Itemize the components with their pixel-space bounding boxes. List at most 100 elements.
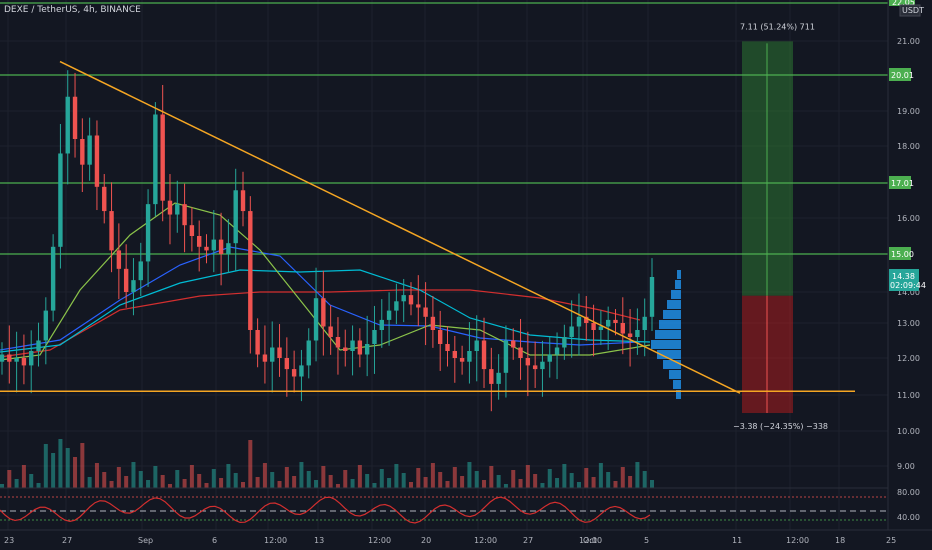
candle-body	[591, 323, 596, 330]
candle-body	[416, 304, 421, 308]
profile-bar	[657, 350, 681, 359]
volume-bar	[124, 476, 129, 488]
candle-body	[299, 365, 304, 377]
rsi-line	[0, 496, 651, 524]
candle-body	[233, 190, 238, 244]
candle-body	[408, 295, 414, 305]
time-tick-label: 12:00	[474, 536, 497, 545]
candle-body	[386, 310, 392, 320]
volume-bar	[350, 479, 355, 488]
profile-bar	[663, 310, 681, 319]
currency-button-label: USDT	[902, 6, 924, 15]
top-badge	[889, 0, 915, 6]
volume-bar	[153, 466, 158, 488]
candle-body	[438, 330, 443, 344]
volume-bar	[511, 470, 516, 488]
candle-body	[649, 277, 655, 317]
volume-bar	[576, 482, 581, 488]
candle-body	[635, 330, 640, 337]
candle-body	[58, 153, 63, 247]
volume-bar	[408, 482, 413, 488]
trendline[interactable]	[0, 60, 855, 394]
time-tick-label: 12:00	[786, 536, 809, 545]
volume-bar	[474, 471, 479, 488]
descending-trendline	[59, 60, 741, 394]
volume-bar	[94, 463, 99, 488]
candle-body	[277, 347, 282, 358]
candle-body	[518, 347, 523, 358]
candle-body	[21, 358, 27, 366]
price-tick-label: 11.00	[897, 391, 920, 400]
volume-bar	[146, 480, 151, 488]
volume-bar	[73, 457, 78, 488]
profile-bar	[655, 330, 681, 339]
price-tick-label: 18.00	[897, 142, 920, 151]
volume-bar	[394, 464, 399, 488]
profile-bar	[675, 280, 681, 289]
profile-bar	[651, 340, 681, 349]
candle-body	[598, 326, 604, 330]
candle-body	[474, 340, 479, 351]
candle-body	[14, 358, 19, 362]
volume-bar	[584, 468, 589, 488]
time-tick-label: 13	[314, 536, 324, 545]
candle-body	[255, 330, 260, 355]
volume-bar	[533, 474, 538, 488]
volume-bar	[58, 439, 63, 488]
profile-bar	[673, 380, 681, 389]
price-tick-label: 9.00	[897, 462, 915, 471]
volume-bar	[379, 469, 384, 488]
price-tick-label: 10.00	[897, 427, 920, 436]
candle-body	[496, 372, 501, 384]
volume-bar	[357, 465, 362, 488]
volume-bar	[430, 463, 435, 488]
rsi-pane	[0, 487, 888, 524]
candle-body	[328, 326, 333, 337]
candle-body	[7, 354, 12, 362]
candle-body	[291, 369, 297, 377]
time-tick-label: 5	[644, 536, 649, 545]
candle-body	[605, 319, 611, 327]
volume-bar	[642, 471, 647, 488]
candle-body	[313, 298, 319, 341]
volume-bar	[102, 472, 107, 488]
volume-bar	[43, 444, 48, 488]
volume-bar	[87, 477, 92, 488]
candle-body	[372, 330, 377, 344]
volume-bar	[372, 483, 377, 488]
time-tick-label: 12:00	[368, 536, 391, 545]
volume-bar	[21, 465, 26, 488]
candle-body	[167, 200, 173, 215]
candle-body	[218, 239, 224, 254]
volume-bar	[189, 465, 194, 488]
volume-bar	[482, 480, 487, 488]
position-zones	[742, 41, 793, 413]
volume-bar	[197, 474, 202, 488]
profile-bar	[669, 370, 681, 379]
profile-bar	[663, 360, 681, 369]
candle-body	[335, 337, 341, 348]
ma-line	[0, 246, 641, 351]
candle-body	[459, 358, 465, 362]
volume-bar	[116, 467, 121, 488]
candle-body	[467, 351, 472, 362]
candle-body	[379, 319, 384, 330]
volume-bar	[0, 484, 4, 488]
volume-bar	[284, 467, 289, 488]
time-tick-label: 23	[4, 536, 14, 545]
volume-bar	[525, 465, 530, 488]
profile-bar	[671, 290, 681, 299]
price-tick-label: 12.00	[897, 354, 920, 363]
price-tick-label: 19.00	[897, 107, 920, 116]
candle-body	[423, 307, 428, 317]
candle-body	[627, 333, 633, 337]
price-badge	[889, 247, 911, 260]
price-axis[interactable]: 21.00 19.00 18.00 16.00 13.00 12.00 11.00 10.00…	[887, 0, 932, 550]
profile-bar	[659, 320, 681, 329]
volume-bar	[299, 462, 304, 488]
candle-body	[350, 340, 355, 351]
candle-body	[160, 114, 165, 201]
volume-bar	[248, 440, 253, 488]
